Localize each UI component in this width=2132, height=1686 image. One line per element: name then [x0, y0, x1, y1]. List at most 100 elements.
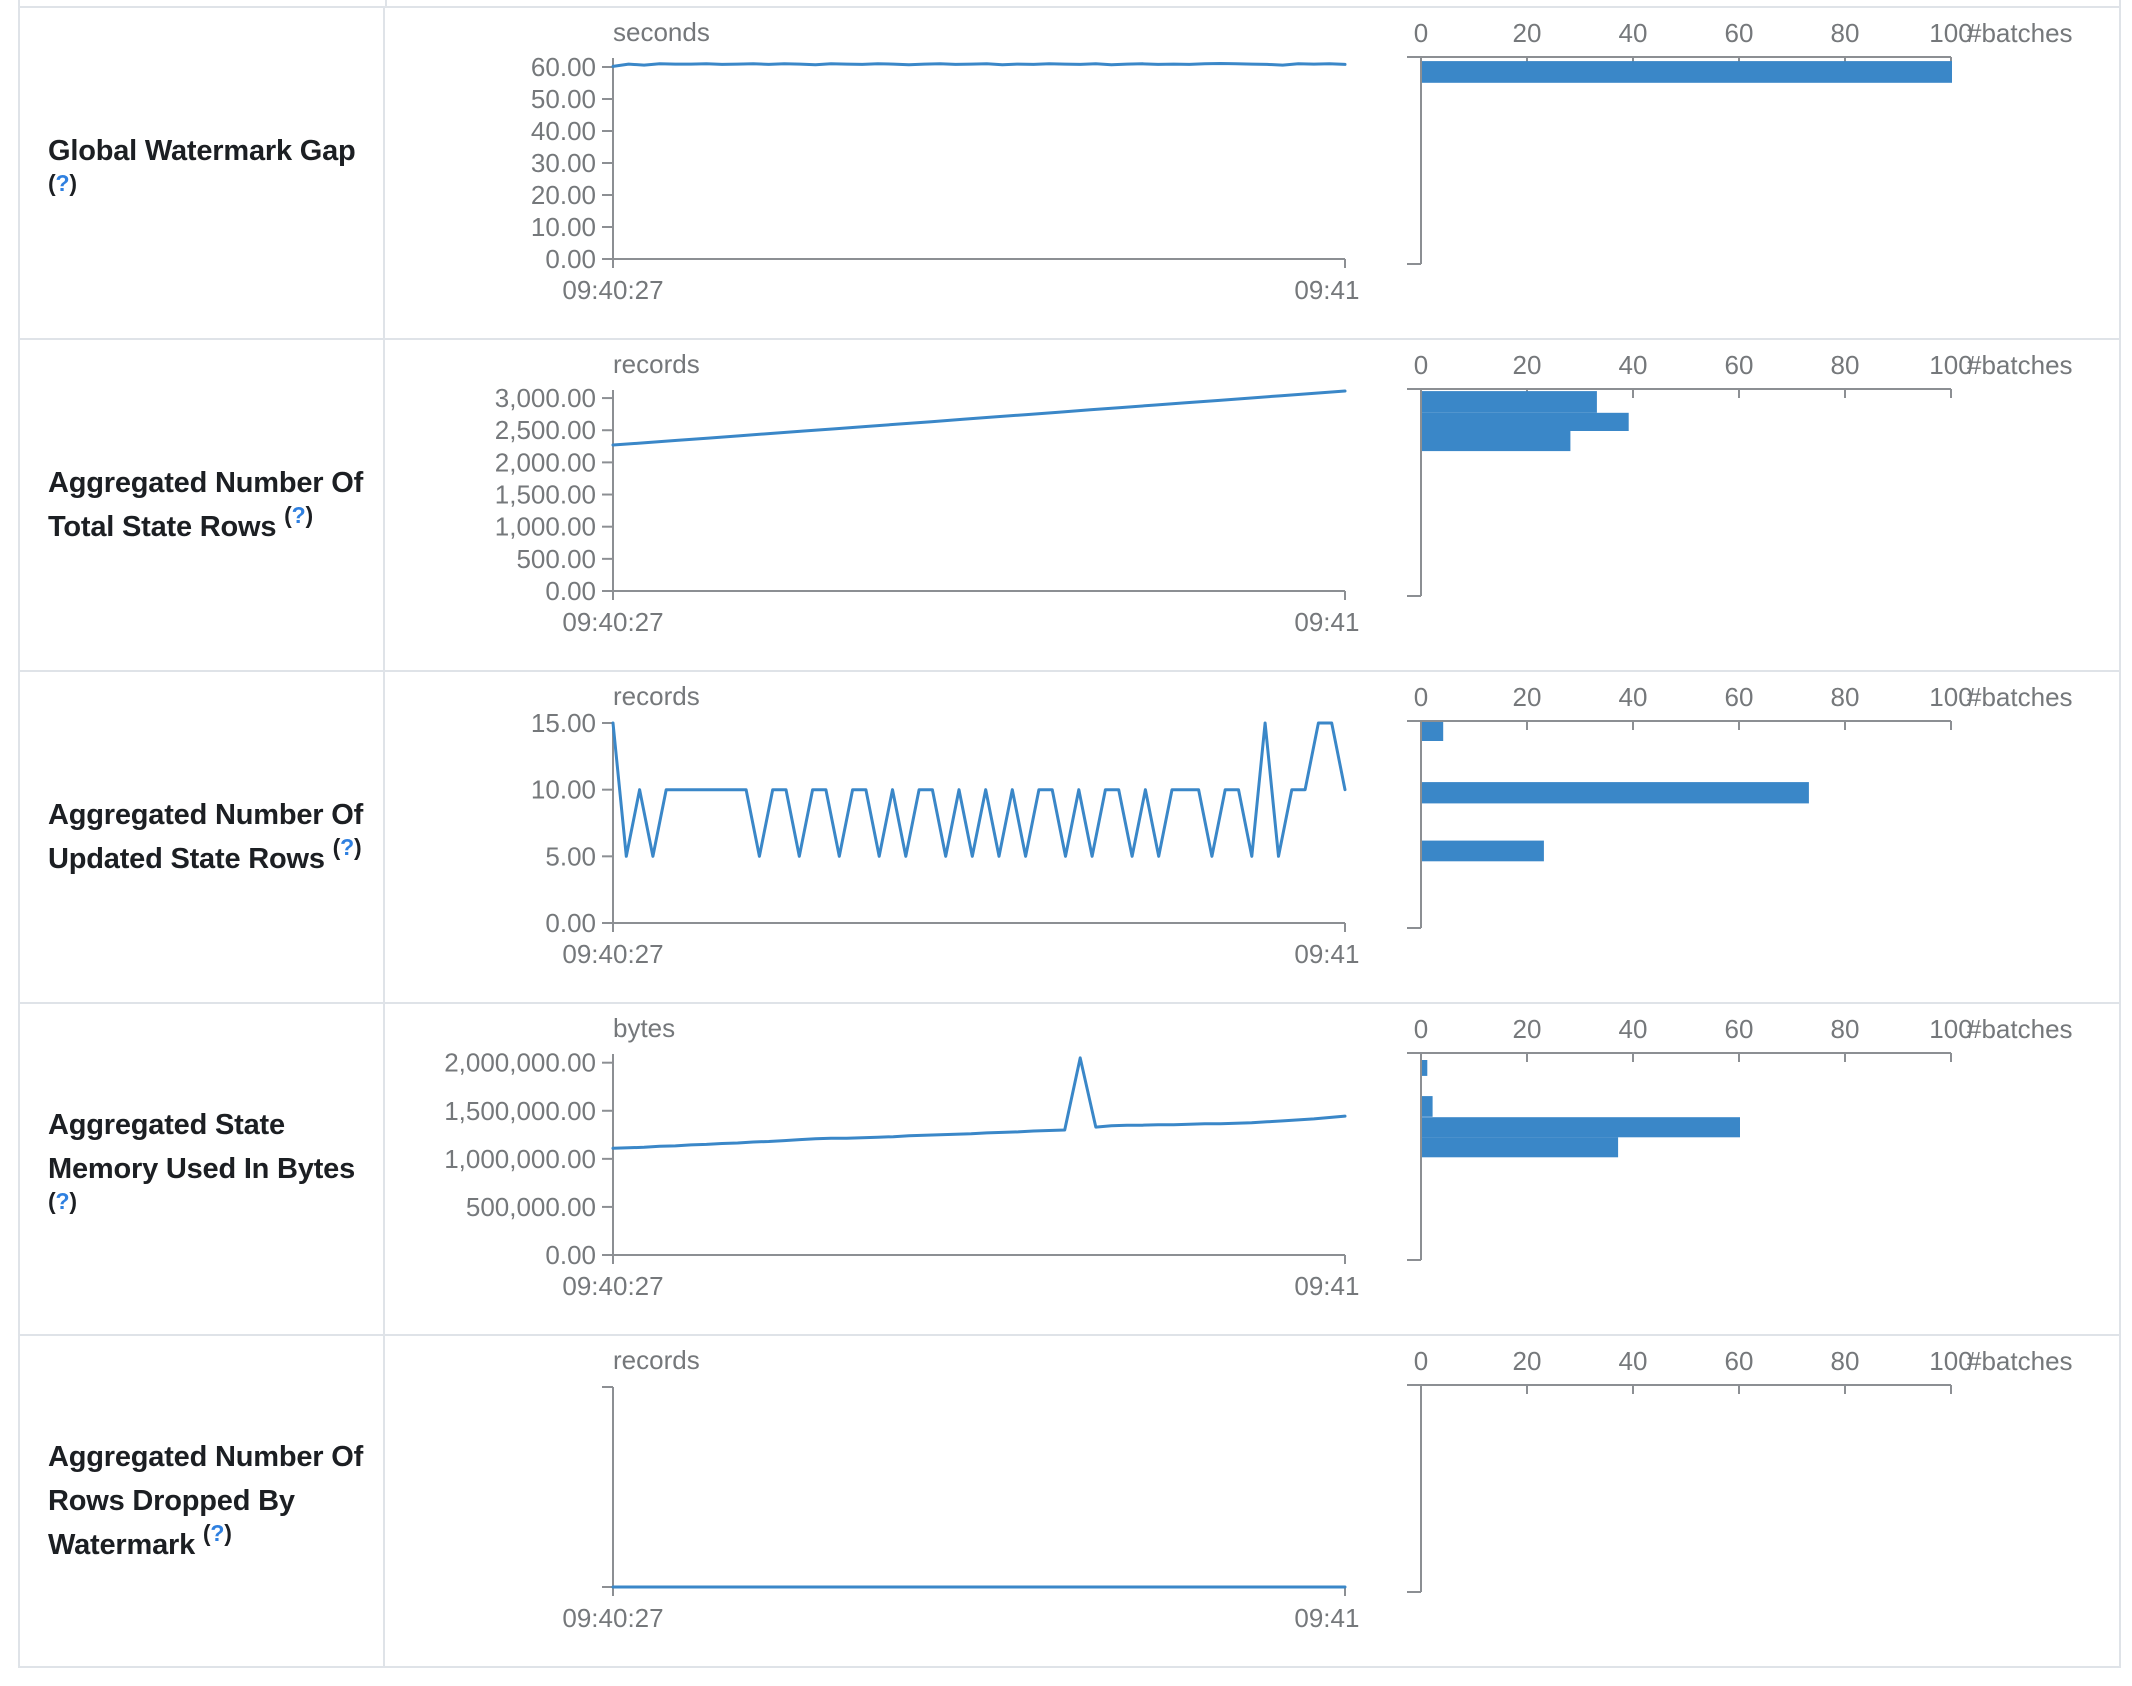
metric-label: Aggregated State Memory Used In Bytes (?…: [48, 1103, 365, 1235]
y-tick-label: 60.00: [531, 52, 596, 82]
hist-tick-label: 60: [1725, 350, 1754, 380]
histogram-bar: [1422, 1060, 1428, 1076]
hist-axis-title: #batches: [1967, 1014, 2073, 1044]
y-tick-label: 50.00: [531, 84, 596, 114]
help-paren-close: ): [69, 170, 77, 197]
help-link[interactable]: (?): [284, 502, 313, 528]
hist-axis-title: #batches: [1967, 18, 2073, 48]
y-tick-label: 20.00: [531, 180, 596, 210]
y-tick-label: 1,500.00: [495, 480, 596, 510]
hist-tick-label: 20: [1513, 18, 1542, 48]
help-question-icon: ?: [340, 834, 354, 861]
hist-tick-label: 100: [1929, 18, 1972, 48]
hist-tick-label: 0: [1414, 682, 1428, 712]
metric-label: Aggregated Number Of Updated State Rows …: [48, 793, 365, 881]
metric-label-cell: Global Watermark Gap (?): [20, 8, 385, 338]
metric-line: [611, 389, 1347, 447]
hist-tick-label: 60: [1725, 682, 1754, 712]
y-tick-label: 2,000.00: [495, 447, 596, 477]
hist-tick-label: 20: [1513, 682, 1542, 712]
help-paren-close: ): [224, 1520, 232, 1547]
x-end-label: 09:41:56: [1294, 1271, 1360, 1301]
hist-tick-label: 20: [1513, 350, 1542, 380]
hist-tick-label: 20: [1513, 1346, 1542, 1376]
timeline-chart: bytes 2,000,000.00 1,500,000.00 1,000,000.0…: [444, 1013, 1360, 1301]
y-tick-label: 0.00: [545, 576, 596, 606]
help-paren-open: (: [48, 170, 56, 197]
metric-row: Global Watermark Gap (?) seconds 60.00 50.0…: [20, 8, 2119, 340]
x-start-label: 09:40:27: [562, 607, 663, 637]
histogram-bar: [1422, 1137, 1619, 1158]
hist-tick-label: 20: [1513, 1014, 1542, 1044]
y-tick-label: 1,000.00: [495, 512, 596, 542]
help-paren-open: (: [284, 502, 292, 529]
histogram-chart: 0 20 40 60 80 100#batches: [1407, 350, 2073, 597]
metric-row: Aggregated Number Of Updated State Rows …: [20, 672, 2119, 1004]
hist-axis-title: #batches: [1967, 682, 2073, 712]
help-paren-open: (: [202, 1520, 211, 1547]
x-end-label: 09:41:56: [1294, 1603, 1360, 1633]
help-link[interactable]: (?): [48, 170, 77, 196]
y-tick-label: 0.00: [545, 244, 596, 274]
metric-label: Aggregated Number Of Rows Dropped By Wat…: [48, 1435, 365, 1567]
metric-charts-cell: bytes 2,000,000.00 1,500,000.00 1,000,000.0…: [385, 1004, 2119, 1334]
histogram-bar: [1422, 412, 1629, 431]
help-paren-open: (: [48, 1188, 56, 1215]
y-tick-label: 2,500.00: [495, 415, 596, 445]
unit-label: bytes: [613, 1013, 675, 1043]
histogram-chart: 0 20 40 60 80 100#batches: [1407, 1014, 2073, 1261]
timeline-chart: records 09:40:27 09:41:56: [562, 1345, 1360, 1633]
hist-tick-label: 80: [1831, 18, 1860, 48]
metric-row: Aggregated State Memory Used In Bytes (?…: [20, 1004, 2119, 1336]
hist-tick-label: 100: [1929, 1014, 1972, 1044]
hist-tick-label: 60: [1725, 1014, 1754, 1044]
y-tick-label: 1,000,000.00: [444, 1144, 596, 1174]
y-tick-label: 10.00: [531, 775, 596, 805]
unit-label: records: [613, 681, 700, 711]
hist-tick-label: 100: [1929, 350, 1972, 380]
help-link[interactable]: (?): [333, 834, 362, 860]
y-tick-label: 500.00: [516, 544, 596, 574]
hist-tick-label: 60: [1725, 18, 1754, 48]
hist-tick-label: 60: [1725, 1346, 1754, 1376]
metric-label-cell: Aggregated State Memory Used In Bytes (?…: [20, 1004, 385, 1334]
histogram-bar: [1422, 431, 1571, 452]
metric-charts-cell: records 3,000.00 2,500.00 2,000.00 1,500.00 1…: [385, 340, 2119, 670]
help-link[interactable]: (?): [48, 1188, 77, 1214]
histogram-bar: [1422, 840, 1544, 862]
help-question-icon: ?: [55, 1188, 70, 1215]
metric-row: Aggregated Number Of Total State Rows (?…: [20, 340, 2119, 672]
hist-tick-label: 0: [1414, 18, 1428, 48]
hist-tick-label: 40: [1619, 1346, 1648, 1376]
x-start-label: 09:40:27: [562, 1271, 663, 1301]
timeline-chart: seconds 60.0050.0040.0030.0020.0010.000.0…: [531, 17, 1360, 305]
table-top-spacer: [20, 0, 2119, 8]
help-question-icon: ?: [291, 502, 306, 529]
histogram-chart: 0 20 40 60 80 100#batches: [1407, 18, 2073, 265]
hist-tick-label: 0: [1414, 1346, 1428, 1376]
x-start-label: 09:40:27: [562, 939, 663, 969]
histogram-bar: [1422, 61, 1952, 83]
unit-label: seconds: [613, 17, 710, 47]
metric-label-cell: Aggregated Number Of Total State Rows (?…: [20, 340, 385, 670]
histogram-chart: 0 20 40 60 80 100#batches: [1407, 1346, 2073, 1593]
y-tick-label: 5.00: [545, 841, 596, 871]
x-start-label: 09:40:27: [562, 275, 663, 305]
metric-line: [611, 1056, 1347, 1150]
y-tick-label: 0.00: [545, 908, 596, 938]
hist-tick-label: 100: [1929, 1346, 1972, 1376]
hist-tick-label: 0: [1414, 1014, 1428, 1044]
y-tick-label: 10.00: [531, 212, 596, 242]
hist-axis-title: #batches: [1967, 350, 2073, 380]
metric-charts-cell: seconds 60.00 50.00 40.00 30.00 20.00 10.00 0.0…: [385, 8, 2119, 338]
metric-label-text: Aggregated State Memory Used In Bytes: [48, 1109, 356, 1185]
help-link[interactable]: (?): [203, 1520, 232, 1546]
x-end-label: 09:41:56: [1294, 607, 1360, 637]
x-end-label: 09:41:56: [1294, 939, 1360, 969]
metric-charts-cell: records 09:40:27 09:41:56 0 20 40 60 80 100#batc…: [385, 1336, 2119, 1666]
hist-tick-label: 80: [1831, 682, 1860, 712]
metric-label-text: Aggregated Number Of Updated State Rows: [48, 799, 364, 875]
help-question-icon: ?: [210, 1520, 225, 1547]
hist-tick-label: 0: [1414, 350, 1428, 380]
